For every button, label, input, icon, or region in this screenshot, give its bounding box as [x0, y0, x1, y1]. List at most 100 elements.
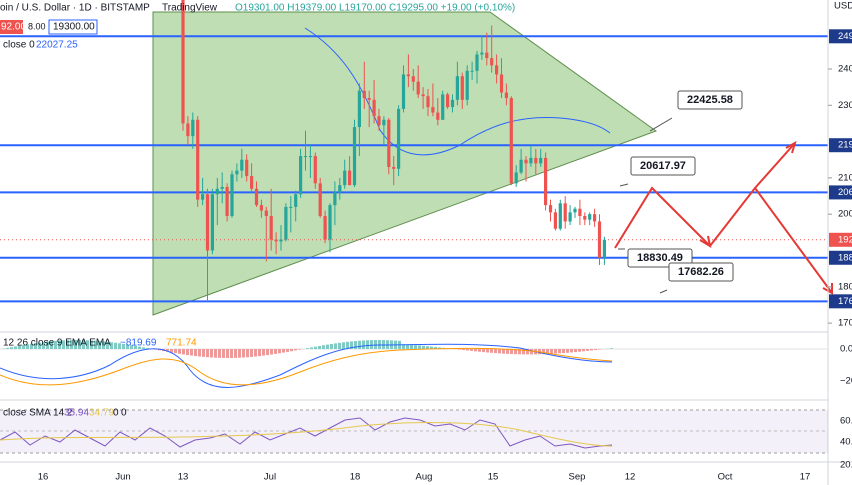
candle-body — [308, 156, 312, 158]
candle-body — [499, 74, 504, 93]
macd-histogram — [554, 349, 557, 354]
macd-histogram — [478, 349, 481, 352]
macd-histogram — [294, 349, 297, 351]
macd-histogram — [26, 344, 29, 349]
macd-value: −819.69 — [120, 338, 157, 349]
x-tick-label: 16 — [38, 472, 49, 483]
macd-histogram — [306, 348, 309, 349]
candle-body — [490, 58, 494, 66]
candle-body — [352, 127, 357, 186]
candle-body — [377, 116, 381, 126]
candle-body — [264, 210, 268, 217]
macd-histogram — [314, 346, 317, 349]
x-tick-label: 18 — [350, 472, 361, 483]
candle-body — [416, 81, 420, 95]
level-label-box — [829, 294, 852, 309]
candle-body — [205, 194, 210, 251]
candle-body — [250, 176, 254, 189]
level-label-box — [829, 29, 852, 44]
macd-line — [0, 343, 613, 388]
macd-histogram — [410, 344, 413, 349]
macd-histogram — [14, 346, 17, 349]
ma-name: close 0 — [3, 40, 35, 51]
candle-body — [597, 221, 602, 258]
candle-body — [568, 212, 572, 222]
macd-histogram — [494, 349, 497, 354]
x-tick-label: Jun — [115, 472, 130, 483]
macd-histogram — [142, 347, 145, 349]
macd-histogram — [138, 346, 141, 349]
macd-histogram — [182, 349, 185, 355]
candle-body — [573, 208, 577, 213]
macd-histogram — [158, 349, 161, 351]
projection-arrow — [754, 187, 833, 294]
macd-histogram — [110, 342, 113, 349]
macd-histogram — [178, 349, 181, 354]
candle-body — [401, 74, 406, 109]
macd-histogram — [418, 345, 421, 349]
macd-histogram — [238, 349, 241, 358]
macd-histogram — [474, 349, 477, 352]
macd-histogram — [498, 349, 501, 354]
macd-histogram — [86, 340, 89, 349]
macd-axis-label: −20 — [840, 376, 852, 387]
macd-histogram — [370, 340, 373, 349]
annotation: 17682.26 — [678, 266, 724, 278]
macd-histogram — [78, 340, 81, 349]
macd-histogram — [438, 347, 441, 349]
signal-value: 771.74 — [166, 338, 197, 349]
annotation-box — [630, 156, 696, 176]
candle-body — [362, 90, 366, 99]
x-tick-label: Jul — [264, 472, 276, 483]
annotation-box — [677, 90, 743, 110]
macd-histogram — [82, 340, 85, 349]
candle-body — [289, 206, 293, 208]
macd-histogram — [190, 349, 193, 356]
candle-body — [338, 185, 342, 193]
candle-body — [539, 157, 543, 164]
macd-histogram — [334, 343, 337, 349]
candle-body — [504, 92, 508, 99]
macd-histogram — [562, 349, 565, 354]
macd-histogram — [58, 340, 61, 349]
candle-body — [406, 74, 410, 77]
candle-body — [299, 156, 303, 195]
signal-line — [0, 347, 613, 386]
candle-body — [460, 76, 464, 100]
macd-histogram — [570, 349, 573, 353]
candle-body — [588, 214, 592, 220]
candle-body — [284, 206, 288, 240]
rsi-title: close SMA 14 2 — [3, 408, 73, 419]
macd-histogram — [114, 342, 117, 349]
spread: 8.00 — [28, 21, 46, 31]
macd-histogram — [462, 349, 465, 351]
candle-body — [431, 107, 435, 113]
macd-histogram — [590, 349, 593, 351]
candle-body — [348, 170, 352, 186]
macd-histogram — [10, 347, 13, 349]
macd-histogram — [502, 349, 505, 354]
x-tick-label: 15 — [488, 472, 499, 483]
macd-histogram — [510, 349, 513, 355]
candle-body — [548, 205, 553, 213]
macd-histogram — [354, 341, 357, 349]
macd-histogram — [210, 349, 213, 358]
candle-body — [495, 65, 499, 75]
macd-histogram — [594, 349, 597, 351]
candle-body — [294, 194, 298, 207]
candle-body — [254, 188, 259, 206]
y-tick-label: 200 — [838, 209, 852, 220]
candle-body — [426, 96, 430, 108]
candle-body — [593, 214, 597, 222]
level-label: 249 — [838, 31, 852, 42]
macd-histogram — [266, 349, 269, 356]
macd-histogram — [126, 344, 129, 349]
macd-histogram — [38, 342, 41, 349]
macd-histogram — [118, 343, 121, 349]
level-label-box — [829, 138, 852, 153]
moving-average — [304, 27, 611, 156]
macd-histogram — [250, 349, 253, 357]
annotation-pointer — [649, 117, 673, 132]
candle-body — [382, 119, 386, 126]
